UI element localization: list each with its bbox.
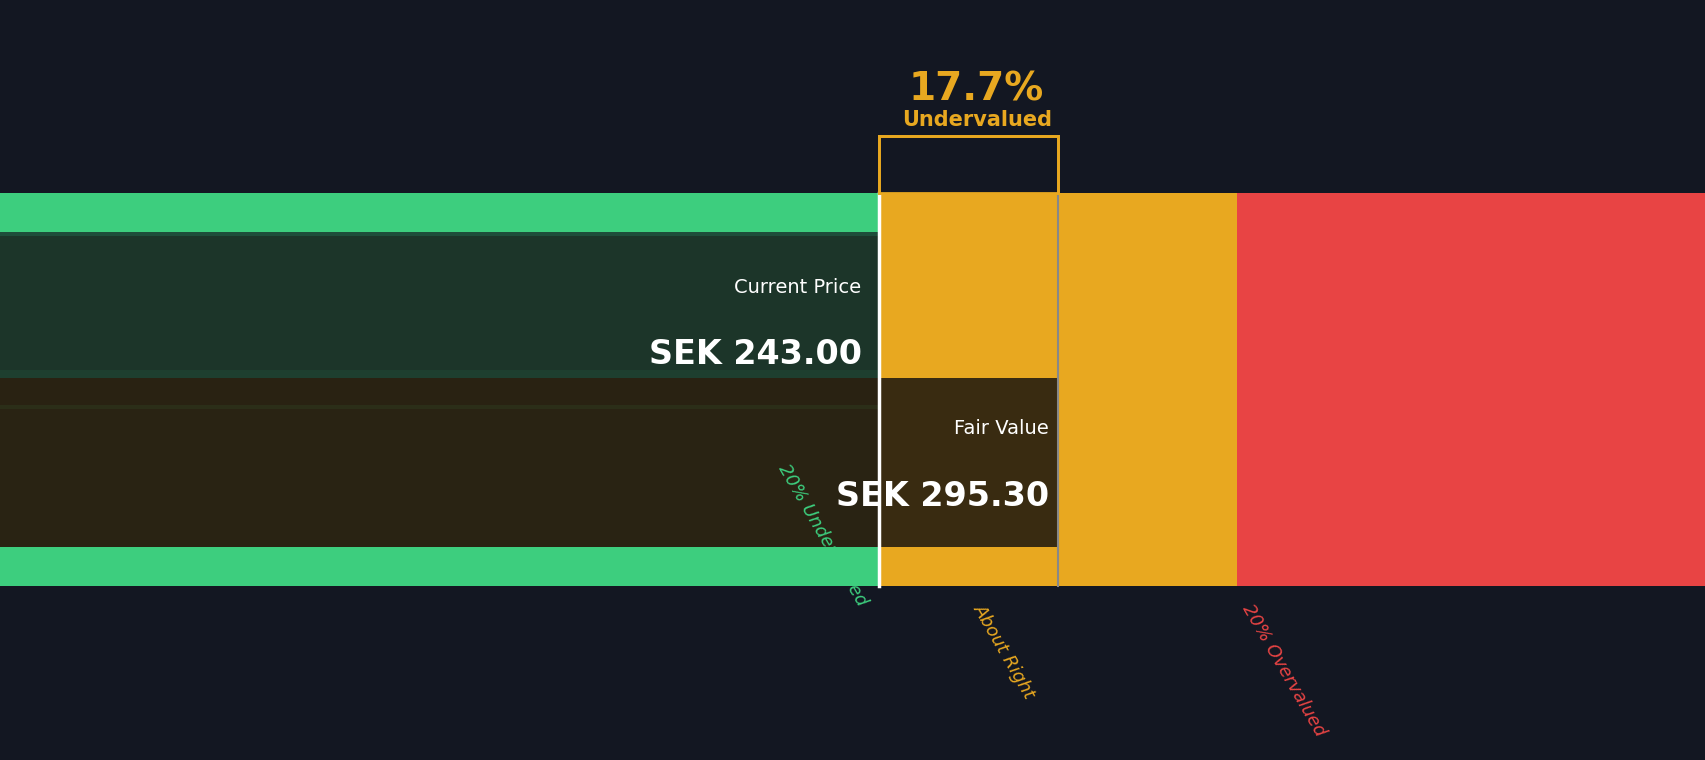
Bar — [0, 236, 878, 405]
Bar — [1236, 233, 1705, 370]
Bar — [878, 193, 1236, 233]
Bar — [878, 370, 1236, 410]
Text: SEK 295.30: SEK 295.30 — [835, 480, 1049, 513]
Bar — [1236, 547, 1705, 587]
Bar — [1236, 410, 1705, 547]
Bar — [878, 410, 1236, 547]
Text: 20% Undervalued: 20% Undervalued — [774, 461, 870, 610]
Text: Undervalued: Undervalued — [902, 110, 1050, 130]
Text: 20% Overvalued: 20% Overvalued — [1238, 600, 1328, 739]
Bar — [0, 193, 878, 233]
Bar — [878, 547, 1236, 587]
Bar — [0, 547, 878, 587]
Bar — [0, 233, 878, 370]
Bar — [0, 370, 878, 410]
Text: Fair Value: Fair Value — [953, 419, 1049, 438]
Bar — [1236, 370, 1705, 410]
Text: Current Price: Current Price — [733, 277, 861, 296]
Bar — [0, 378, 1057, 547]
Bar — [1236, 193, 1705, 233]
Text: 17.7%: 17.7% — [909, 71, 1043, 109]
Bar — [0, 410, 878, 547]
Text: SEK 243.00: SEK 243.00 — [648, 338, 861, 371]
Bar — [878, 136, 1057, 193]
Bar — [878, 233, 1236, 370]
Text: About Right: About Right — [968, 600, 1038, 701]
